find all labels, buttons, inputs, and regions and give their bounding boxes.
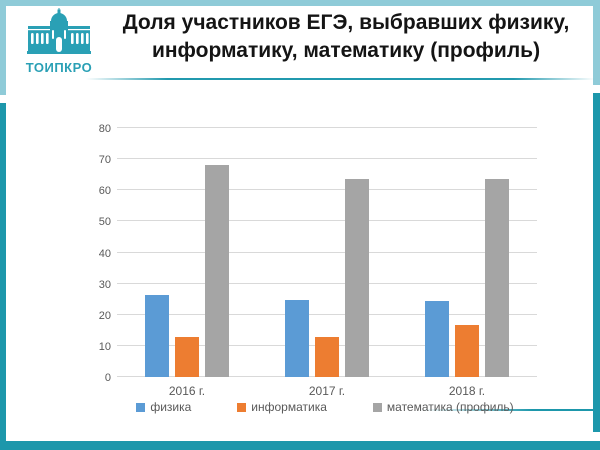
bar-информатика xyxy=(315,337,339,377)
y-tick-label: 80 xyxy=(98,123,111,135)
legend-swatch-icon xyxy=(237,402,247,412)
slide-title-line-1: Доля участников ЕГЭ, выбравших физику, xyxy=(122,11,570,34)
bar-физика xyxy=(285,299,309,377)
slide-border-left-dark xyxy=(0,103,6,441)
plot-area: 0 10 20 30 40 50 60 70 80 xyxy=(99,123,537,384)
bar-математика (профиль) xyxy=(205,165,229,377)
gridline xyxy=(117,313,537,315)
legend-item: физика xyxy=(136,400,191,414)
legend-item: информатика xyxy=(237,400,327,414)
legend-label: математика (профиль) xyxy=(386,400,514,414)
x-axis-label: 2018 г. xyxy=(448,384,486,398)
y-tick-label: 60 xyxy=(98,185,111,198)
chart-legend: физика информатика математика (профиль) xyxy=(85,400,565,414)
legend-item: математика (профиль) xyxy=(372,400,514,414)
y-tick-label: 0 xyxy=(104,372,111,384)
legend-swatch-icon xyxy=(136,402,146,412)
slide-border-left-light xyxy=(0,6,6,95)
logo-text: ТОИПКРО xyxy=(25,60,93,75)
bar-математика (профиль) xyxy=(345,179,369,377)
slide-border-bottom xyxy=(0,441,600,450)
slide-title-line-2: информатику, математику (профиль) xyxy=(151,39,541,63)
gridline xyxy=(117,158,537,160)
building-icon xyxy=(26,8,92,58)
toipkro-logo: ТОИПКРО xyxy=(14,8,104,75)
y-tick-label: 40 xyxy=(98,247,111,260)
gridline xyxy=(117,251,537,253)
gridline xyxy=(117,127,537,128)
slide-border-right-light xyxy=(593,6,600,85)
legend-label: информатика xyxy=(251,400,327,414)
x-axis-label: 2016 г. xyxy=(168,384,206,398)
slide-title: Доля участников ЕГЭ, выбравших физику, и… xyxy=(100,9,592,66)
y-tick-label: 10 xyxy=(98,340,111,353)
bar-chart: 0 10 20 30 40 50 60 70 80 2016 г. 2017 г. 2018 г. … xyxy=(85,112,565,424)
gridline xyxy=(117,189,537,191)
gridline xyxy=(117,282,537,284)
x-axis-label: 2017 г. xyxy=(308,384,346,398)
gridline xyxy=(117,220,537,222)
slide-border-top xyxy=(0,0,600,6)
bar-математика (профиль) xyxy=(485,179,509,377)
bar-физика xyxy=(145,294,169,377)
y-tick-label: 70 xyxy=(98,154,111,167)
y-tick-label: 30 xyxy=(98,278,111,291)
legend-swatch-icon xyxy=(372,402,382,412)
x-axis-labels: 2016 г. 2017 г. 2018 г. xyxy=(85,384,565,399)
y-tick-label: 20 xyxy=(98,309,111,322)
bar-физика xyxy=(425,301,449,377)
slide-border-right-dark xyxy=(593,93,600,432)
bottom-right-accent-line xyxy=(420,409,593,411)
bar-информатика xyxy=(175,337,199,377)
bar-информатика xyxy=(455,324,479,377)
legend-label: физика xyxy=(150,400,192,414)
title-underline xyxy=(86,78,595,80)
y-tick-label: 50 xyxy=(98,216,111,229)
